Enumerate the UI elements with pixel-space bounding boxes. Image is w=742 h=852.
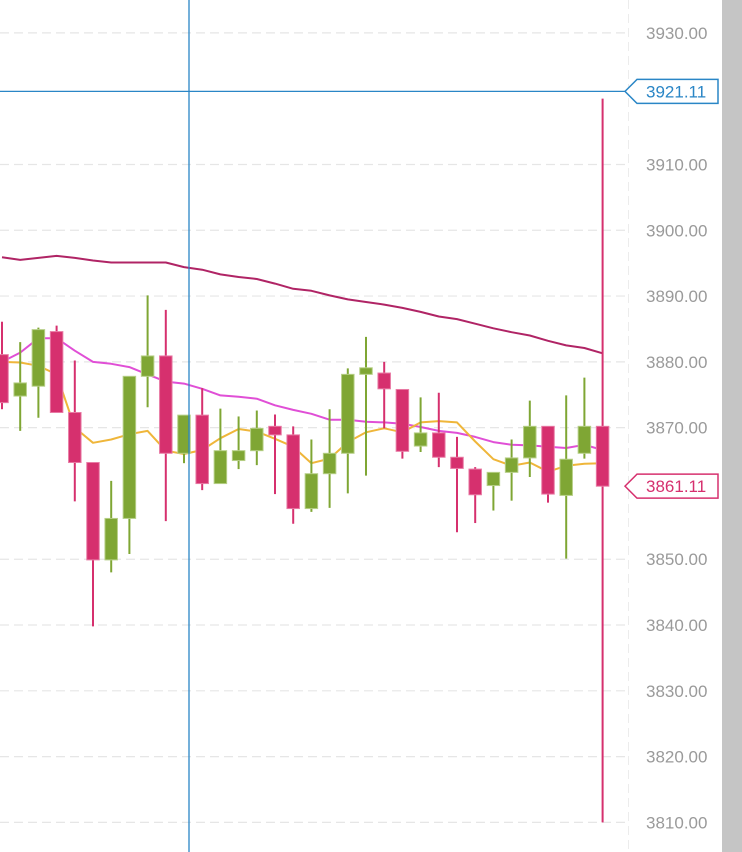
price-tag-label: 3861.11 xyxy=(646,477,706,496)
candle[interactable] xyxy=(486,471,501,511)
candle[interactable] xyxy=(377,361,391,429)
candle[interactable] xyxy=(0,321,9,410)
candle-body-up xyxy=(31,329,46,387)
candle-body-down xyxy=(0,354,9,404)
y-tick-label: 3810.00 xyxy=(646,813,707,832)
candle-body-down xyxy=(395,388,410,452)
candle-body-down xyxy=(432,432,446,458)
candle[interactable] xyxy=(286,426,300,524)
candle[interactable] xyxy=(541,425,555,503)
candle[interactable] xyxy=(523,400,537,477)
candle-body-up xyxy=(486,471,501,487)
candle[interactable] xyxy=(177,414,191,464)
candle-body-up xyxy=(122,375,137,519)
candle[interactable] xyxy=(359,336,373,476)
y-tick-label: 3870.00 xyxy=(646,419,707,438)
candle-body-up xyxy=(104,517,118,561)
candle[interactable] xyxy=(104,480,118,573)
crosshair xyxy=(0,0,628,852)
candle-body-up xyxy=(322,452,337,475)
y-tick-label: 3890.00 xyxy=(646,287,707,306)
candle-body-up xyxy=(250,427,264,452)
candle-body-up xyxy=(177,414,191,454)
candle-body-down xyxy=(86,462,100,561)
candle[interactable] xyxy=(595,98,610,823)
candle-body-up xyxy=(359,367,373,375)
candle[interactable] xyxy=(268,414,282,495)
candle[interactable] xyxy=(559,395,573,559)
candle-body-down xyxy=(595,425,610,487)
candle[interactable] xyxy=(231,416,246,470)
candle-body-down xyxy=(49,331,64,414)
candle-body-down xyxy=(541,425,555,495)
y-axis: 3930.00 3910.00 3900.00 3890.00 3880.00 3870.… xyxy=(628,0,707,852)
candle[interactable] xyxy=(122,375,137,554)
y-tick-label: 3900.00 xyxy=(646,221,707,240)
candles-layer[interactable] xyxy=(0,98,610,823)
y-tick-label: 3880.00 xyxy=(646,353,707,372)
candle[interactable] xyxy=(213,408,228,485)
candle[interactable] xyxy=(250,410,264,466)
fast-moving-average-line xyxy=(1,360,603,473)
y-tick-label: 3910.00 xyxy=(646,155,707,174)
candle-body-down xyxy=(450,456,464,469)
candle[interactable] xyxy=(140,295,155,408)
candle[interactable] xyxy=(395,388,410,459)
candle-body-up xyxy=(304,473,319,510)
candle[interactable] xyxy=(432,392,446,468)
mid-moving-average-line xyxy=(1,337,603,451)
candle-body-up xyxy=(213,450,228,485)
price-tag-box xyxy=(623,473,719,499)
candle-body-up xyxy=(559,458,573,496)
candle-body-down xyxy=(468,468,482,496)
candle-body-up xyxy=(140,355,155,377)
candle-body-up xyxy=(504,457,519,473)
candle[interactable] xyxy=(468,467,482,524)
candle-body-up xyxy=(231,450,246,462)
y-tick-label: 3840.00 xyxy=(646,616,707,635)
price-tag: 3861.11 xyxy=(623,473,719,499)
candle[interactable] xyxy=(159,309,173,522)
candle[interactable] xyxy=(13,342,27,431)
y-tick-label: 3850.00 xyxy=(646,550,707,569)
price-tag-label: 3921.11 xyxy=(646,82,706,101)
candle-body-down xyxy=(286,434,300,510)
y-tick-label: 3820.00 xyxy=(646,748,707,767)
candle-body-up xyxy=(523,425,537,459)
candle[interactable] xyxy=(450,436,464,533)
candle-body-down xyxy=(268,425,282,436)
candle[interactable] xyxy=(577,377,592,459)
candle[interactable] xyxy=(322,409,337,508)
candle[interactable] xyxy=(195,388,209,491)
slow-moving-average-line xyxy=(1,254,603,355)
candle-body-up xyxy=(413,432,428,447)
candle-body-down xyxy=(68,412,82,464)
candle-body-up xyxy=(341,373,355,454)
candle[interactable] xyxy=(413,397,428,452)
price-tags: 3921.11 3861.11 xyxy=(623,78,719,499)
price-tag-box xyxy=(623,78,719,105)
candle[interactable] xyxy=(86,462,100,627)
candle-body-down xyxy=(195,414,209,485)
candle[interactable] xyxy=(304,439,319,512)
candle-body-down xyxy=(159,355,173,454)
candle[interactable] xyxy=(68,360,82,502)
scrollbar[interactable] xyxy=(722,0,742,852)
price-tag: 3921.11 xyxy=(623,78,719,105)
candle[interactable] xyxy=(341,368,355,494)
candle-body-up xyxy=(13,382,27,397)
candle[interactable] xyxy=(31,327,46,418)
candle-body-down xyxy=(377,372,391,390)
moving-average-layer xyxy=(1,254,603,473)
candle-body-up xyxy=(577,425,592,454)
candle[interactable] xyxy=(49,325,64,414)
candle[interactable] xyxy=(504,439,519,501)
y-tick-label: 3830.00 xyxy=(646,682,707,701)
y-tick-label: 3930.00 xyxy=(646,24,707,43)
